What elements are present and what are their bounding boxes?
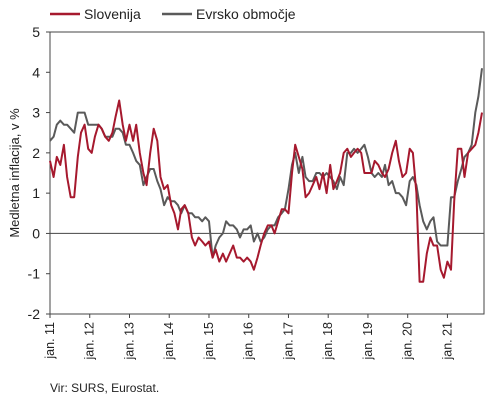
x-tick-label: jan. 16 [242,322,256,361]
y-tick-labels: -2 -1 0 1 2 3 4 5 [28,24,50,322]
legend-label-slovenija: Slovenija [84,6,141,22]
legend-label-evrsko-obmocje: Evrsko območje [196,6,296,22]
x-tick-label: jan. 14 [162,322,176,361]
x-tick-label: jan. 20 [401,322,415,361]
y-axis-label: Medletna inflacija, v % [7,108,22,238]
y-tick-label: 1 [32,185,40,201]
x-tick-label: jan. 17 [281,322,295,361]
y-tick-label: 5 [32,24,40,40]
y-tick-label: 0 [32,225,40,241]
legend: Slovenija Evrsko območje [50,6,296,22]
y-tick-label: -2 [28,306,41,322]
y-tick-label: 4 [32,64,40,80]
series-lines [49,68,483,283]
x-tick-label: jan. 19 [361,322,375,361]
series-line-slovenija [49,99,483,283]
y-tick-label: -1 [28,266,41,282]
series-line-evrsko-obmocje [49,68,483,259]
legend-item-slovenija: Slovenija [50,6,141,22]
source-note: Vir: SURS, Eurostat. [50,381,159,395]
x-tick-label: jan. 21 [440,322,454,361]
plot-frame [49,31,485,315]
x-tick-label: jan. 11 [43,322,57,360]
x-tick-labels: jan. 11 jan. 12 jan. 13 jan. 14 jan. 15 jan. … [43,314,454,361]
x-tick-label: jan. 18 [321,322,335,361]
y-tick-label: 2 [32,145,40,161]
x-tick-label: jan. 12 [83,322,97,361]
x-tick-label: jan. 13 [122,322,136,361]
y-tick-label: 3 [32,105,40,121]
legend-item-evrsko-obmocje: Evrsko območje [162,6,296,22]
x-tick-label: jan. 15 [202,322,216,361]
